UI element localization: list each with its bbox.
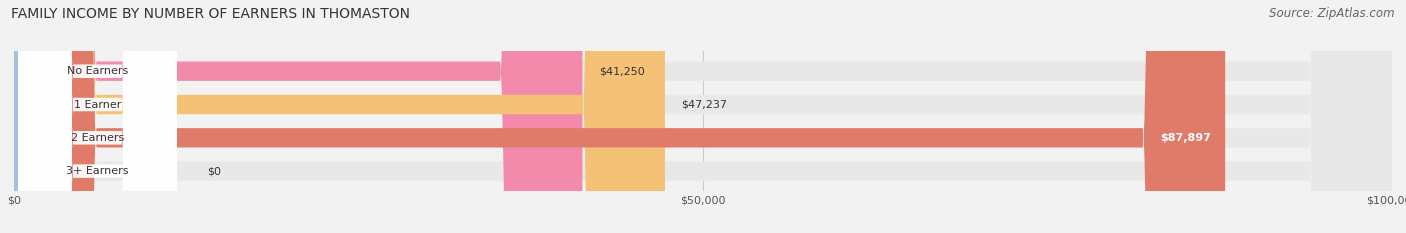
FancyBboxPatch shape [14, 0, 35, 233]
Text: 2 Earners: 2 Earners [70, 133, 124, 143]
Text: No Earners: No Earners [67, 66, 128, 76]
FancyBboxPatch shape [14, 0, 665, 233]
FancyBboxPatch shape [18, 0, 177, 233]
FancyBboxPatch shape [18, 0, 177, 233]
Text: FAMILY INCOME BY NUMBER OF EARNERS IN THOMASTON: FAMILY INCOME BY NUMBER OF EARNERS IN TH… [11, 7, 411, 21]
Text: $47,237: $47,237 [682, 99, 727, 110]
FancyBboxPatch shape [14, 0, 1392, 233]
Text: Source: ZipAtlas.com: Source: ZipAtlas.com [1270, 7, 1395, 20]
FancyBboxPatch shape [18, 0, 177, 233]
FancyBboxPatch shape [18, 0, 177, 233]
Text: $0: $0 [207, 166, 221, 176]
FancyBboxPatch shape [14, 0, 1392, 233]
Text: $41,250: $41,250 [599, 66, 645, 76]
Text: $87,897: $87,897 [1160, 133, 1212, 143]
Text: 3+ Earners: 3+ Earners [66, 166, 129, 176]
Text: 1 Earner: 1 Earner [73, 99, 121, 110]
FancyBboxPatch shape [14, 0, 1392, 233]
FancyBboxPatch shape [14, 0, 1225, 233]
FancyBboxPatch shape [14, 0, 582, 233]
FancyBboxPatch shape [14, 0, 1392, 233]
